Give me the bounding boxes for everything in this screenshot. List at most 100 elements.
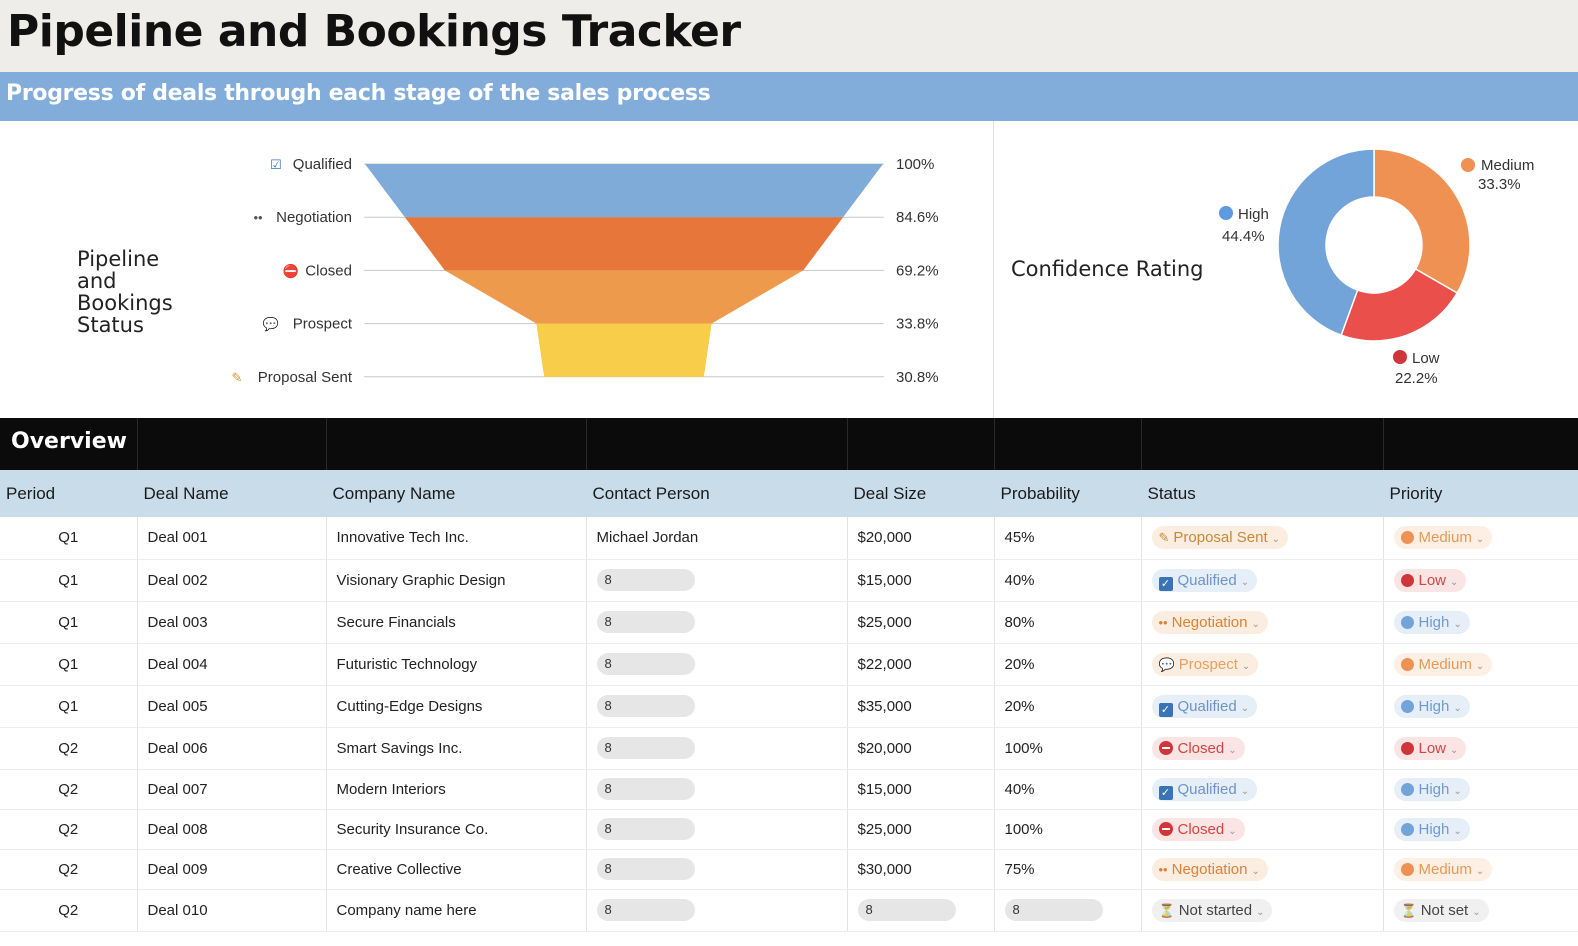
cell-deal-size[interactable]: $15,000 [847, 769, 995, 810]
cell-deal-name[interactable]: Deal 001 [137, 517, 327, 560]
cell-priority[interactable]: High ⌄ [1383, 769, 1578, 810]
cell-status[interactable]: •• Negotiation ⌄ [1141, 849, 1384, 890]
cell-deal-name[interactable]: Deal 004 [137, 643, 327, 686]
placeholder-value[interactable]: 8 [596, 611, 695, 633]
funnel-band-proposal-sent[interactable] [536, 323, 712, 377]
cell-deal-name[interactable]: Deal 005 [137, 685, 327, 728]
table-row[interactable]: Q2 Deal 009 Creative Collective 8 $30,000 75%… [0, 849, 1578, 890]
cell-period[interactable]: Q2 [0, 727, 138, 770]
status-dropdown[interactable]: ✎ Proposal Sent ⌄ [1151, 526, 1289, 550]
donut-slice-medium[interactable] [1373, 148, 1471, 295]
cell-probability[interactable]: 40% [994, 559, 1142, 602]
cell-deal-size[interactable]: $30,000 [847, 849, 995, 890]
priority-dropdown[interactable]: Medium ⌄ [1393, 857, 1493, 881]
cell-status[interactable]: ⏳ Not started ⌄ [1141, 889, 1384, 932]
cell-company-name[interactable]: Futuristic Technology [326, 643, 587, 686]
cell-status[interactable]: 💬 Prospect ⌄ [1141, 643, 1384, 686]
cell-company-name[interactable]: Innovative Tech Inc. [326, 517, 587, 560]
column-header-period[interactable]: Period [0, 470, 138, 517]
cell-deal-size[interactable]: $35,000 [847, 685, 995, 728]
priority-dropdown[interactable]: Medium ⌄ [1393, 526, 1493, 550]
priority-dropdown[interactable]: High ⌄ [1393, 694, 1470, 718]
priority-dropdown[interactable]: Low ⌄ [1393, 568, 1467, 592]
priority-dropdown[interactable]: High ⌄ [1393, 777, 1470, 801]
column-header-deal-name[interactable]: Deal Name [137, 470, 327, 517]
cell-status[interactable]: Closed ⌄ [1141, 727, 1384, 770]
column-header-contact-person[interactable]: Contact Person [586, 470, 848, 517]
cell-deal-size[interactable]: $15,000 [847, 559, 995, 602]
cell-period[interactable]: Q1 [0, 685, 138, 728]
priority-dropdown[interactable]: Medium ⌄ [1393, 652, 1493, 676]
status-dropdown[interactable]: Closed ⌄ [1151, 817, 1245, 841]
cell-status[interactable]: ✎ Proposal Sent ⌄ [1141, 517, 1384, 560]
placeholder-value[interactable]: 8 [596, 858, 695, 880]
cell-deal-size[interactable]: $25,000 [847, 809, 995, 850]
column-header-status[interactable]: Status [1141, 470, 1384, 517]
cell-status[interactable]: ✓ Qualified ⌄ [1141, 769, 1384, 810]
status-dropdown[interactable]: Closed ⌄ [1151, 736, 1245, 760]
cell-probability[interactable]: 100% [994, 727, 1142, 770]
cell-status[interactable]: ✓ Qualified ⌄ [1141, 685, 1384, 728]
cell-period[interactable]: Q2 [0, 849, 138, 890]
placeholder-value[interactable]: 8 [596, 818, 695, 840]
cell-probability[interactable]: 20% [994, 643, 1142, 686]
cell-contact-person[interactable]: 8 [586, 809, 848, 850]
cell-priority[interactable]: Medium ⌄ [1383, 849, 1578, 890]
cell-deal-size[interactable]: $20,000 [847, 517, 995, 560]
cell-company-name[interactable]: Modern Interiors [326, 769, 587, 810]
cell-priority[interactable]: ⏳ Not set ⌄ [1383, 889, 1578, 932]
table-row[interactable]: Q1 Deal 004 Futuristic Technology 8 $22,000 2… [0, 643, 1578, 686]
placeholder-value[interactable]: 8 [596, 653, 695, 675]
cell-contact-person[interactable]: 8 [586, 727, 848, 770]
funnel-band-qualified[interactable] [365, 164, 883, 218]
cell-probability[interactable]: 8 [994, 889, 1142, 932]
cell-status[interactable]: ✓ Qualified ⌄ [1141, 559, 1384, 602]
cell-probability[interactable]: 75% [994, 849, 1142, 890]
cell-contact-person[interactable]: 8 [586, 601, 848, 644]
column-header-priority[interactable]: Priority [1383, 470, 1578, 517]
placeholder-value[interactable]: 8 [1004, 899, 1103, 921]
cell-deal-name[interactable]: Deal 006 [137, 727, 327, 770]
cell-company-name[interactable]: Secure Financials [326, 601, 587, 644]
priority-dropdown[interactable]: Low ⌄ [1393, 736, 1467, 760]
cell-contact-person[interactable]: 8 [586, 559, 848, 602]
column-header-probability[interactable]: Probability [994, 470, 1142, 517]
table-row[interactable]: Q2 Deal 007 Modern Interiors 8 $15,000 40% ✓ Qu… [0, 769, 1578, 810]
cell-priority[interactable]: High ⌄ [1383, 809, 1578, 850]
status-dropdown[interactable]: ✓ Qualified ⌄ [1151, 694, 1258, 718]
cell-priority[interactable]: Low ⌄ [1383, 559, 1578, 602]
cell-priority[interactable]: Medium ⌄ [1383, 643, 1578, 686]
cell-period[interactable]: Q1 [0, 517, 138, 560]
cell-company-name[interactable]: Creative Collective [326, 849, 587, 890]
cell-company-name[interactable]: Visionary Graphic Design [326, 559, 587, 602]
cell-contact-person[interactable]: 8 [586, 643, 848, 686]
cell-contact-person[interactable]: Michael Jordan [586, 517, 848, 560]
cell-deal-name[interactable]: Deal 002 [137, 559, 327, 602]
priority-dropdown[interactable]: High ⌄ [1393, 817, 1470, 841]
donut-slice-high[interactable] [1277, 148, 1375, 337]
table-row[interactable]: Q2 Deal 008 Security Insurance Co. 8 $25,000… [0, 809, 1578, 850]
cell-deal-size[interactable]: $20,000 [847, 727, 995, 770]
cell-contact-person[interactable]: 8 [586, 889, 848, 932]
funnel-band-negotiation[interactable] [404, 217, 844, 271]
status-dropdown[interactable]: •• Negotiation ⌄ [1151, 610, 1268, 634]
cell-deal-size[interactable]: $25,000 [847, 601, 995, 644]
priority-dropdown[interactable]: ⏳ Not set ⌄ [1393, 898, 1489, 922]
status-dropdown[interactable]: •• Negotiation ⌄ [1151, 857, 1268, 881]
column-header-deal-size[interactable]: Deal Size [847, 470, 995, 517]
table-row[interactable]: Q2 Deal 010 Company name here 8 8 8 ⏳ Not start… [0, 889, 1578, 932]
placeholder-value[interactable]: 8 [596, 899, 695, 921]
cell-deal-name[interactable]: Deal 009 [137, 849, 327, 890]
cell-priority[interactable]: High ⌄ [1383, 601, 1578, 644]
cell-period[interactable]: Q2 [0, 769, 138, 810]
status-dropdown[interactable]: ✓ Qualified ⌄ [1151, 777, 1258, 801]
cell-probability[interactable]: 45% [994, 517, 1142, 560]
funnel-band-closed[interactable] [444, 270, 804, 324]
cell-contact-person[interactable]: 8 [586, 849, 848, 890]
status-dropdown[interactable]: ✓ Qualified ⌄ [1151, 568, 1258, 592]
placeholder-value[interactable]: 8 [596, 695, 695, 717]
table-row[interactable]: Q1 Deal 003 Secure Financials 8 $25,000 80% ••… [0, 601, 1578, 644]
cell-period[interactable]: Q1 [0, 643, 138, 686]
cell-company-name[interactable]: Security Insurance Co. [326, 809, 587, 850]
table-row[interactable]: Q1 Deal 005 Cutting-Edge Designs 8 $35,000 20… [0, 685, 1578, 728]
